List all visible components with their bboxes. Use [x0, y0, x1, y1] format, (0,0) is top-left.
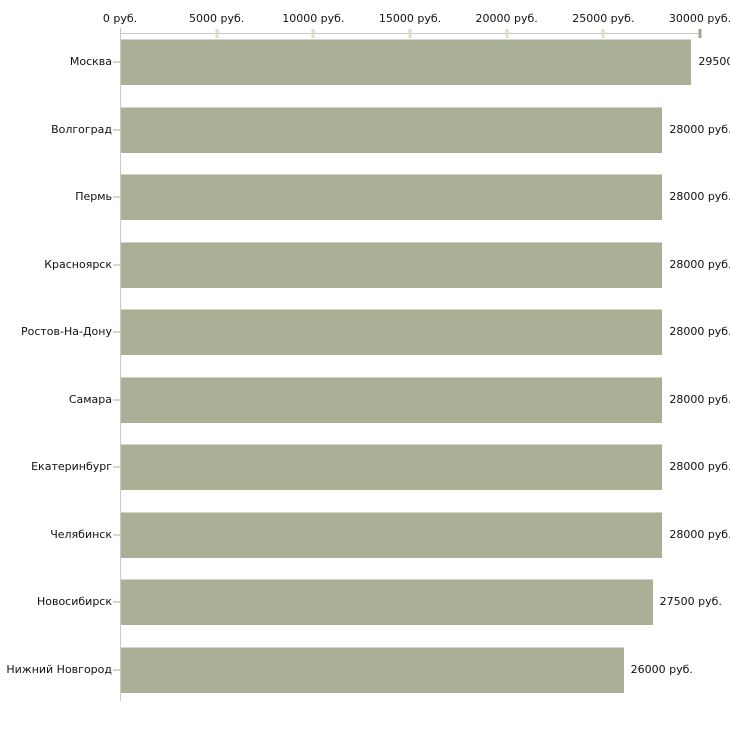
category-tick-mark [113, 601, 120, 603]
value-label: 28000 руб. [669, 392, 730, 406]
value-label: 26000 руб. [630, 662, 693, 676]
value-label: 28000 руб. [669, 460, 730, 473]
x-axis-tick-label: 10000 руб. [282, 12, 345, 25]
bar [121, 106, 663, 153]
category-label: Нижний Новгород [6, 662, 112, 676]
category-label: Самара [68, 392, 112, 406]
value-label: 28000 руб. [669, 325, 730, 338]
value-label: 29500 [698, 55, 730, 68]
chart-row: Новосибирск 27500 руб. [0, 573, 730, 640]
category-label: Волгоград [51, 122, 112, 136]
value-label: 28000 руб. [669, 122, 730, 136]
bar [121, 511, 663, 558]
x-axis-tick-mark [505, 29, 509, 38]
category-tick-mark [113, 196, 120, 198]
value-label: 27500 руб. [659, 595, 722, 608]
value-label: 28000 руб. [669, 190, 730, 203]
category-tick-mark [113, 398, 120, 401]
category-tick-mark [113, 466, 120, 468]
chart-row: Волгоград 28000 руб. [0, 101, 730, 168]
chart-row: Самара 28000 руб. [0, 371, 730, 438]
x-axis-tick-mark [311, 29, 315, 38]
x-axis-tick-label: 5000 руб. [189, 12, 245, 25]
bar [121, 444, 663, 490]
category-label: Пермь [75, 190, 112, 203]
chart-row: Пермь 28000 руб. [0, 168, 730, 235]
bar [121, 309, 663, 355]
category-label: Ростов-На-Дону [20, 325, 112, 338]
bar [121, 241, 663, 288]
bar [121, 646, 624, 693]
category-tick-mark [113, 533, 120, 536]
bar [121, 579, 653, 625]
category-tick-mark [113, 128, 120, 131]
chart-row: Челябинск 28000 руб. [0, 506, 730, 573]
value-label: 28000 руб. [669, 257, 730, 271]
bar [121, 376, 663, 423]
category-tick-mark [113, 61, 120, 63]
chart-row: Красноярск 28000 руб. [0, 236, 730, 303]
category-tick-mark [113, 331, 120, 333]
x-axis-tick-label: 0 руб. [102, 12, 138, 25]
category-tick-mark [113, 263, 120, 266]
category-tick-mark [113, 668, 120, 671]
x-axis-tick-label: 20000 руб. [475, 12, 538, 25]
chart-row: Екатеринбург 28000 руб. [0, 438, 730, 505]
bar [121, 39, 692, 85]
x-axis-tick-mark [698, 29, 702, 38]
x-axis-tick-mark [601, 29, 605, 38]
x-axis-tick-label: 15000 руб. [378, 12, 442, 25]
value-label: 28000 руб. [669, 527, 730, 541]
y-axis-line [120, 28, 121, 701]
x-axis-tick-label: 30000 руб. [668, 12, 730, 25]
chart-row: Москва 29500 [0, 33, 730, 100]
category-label: Челябинск [50, 527, 112, 541]
category-label: Красноярск [44, 257, 112, 271]
x-axis-tick-label: 25000 руб. [572, 12, 635, 25]
category-label: Москва [69, 55, 112, 68]
chart-row: Ростов-На-Дону 28000 руб. [0, 303, 730, 370]
category-label: Новосибирск [36, 595, 112, 608]
x-axis-tick-mark [215, 29, 219, 38]
category-label: Екатеринбург [31, 460, 112, 473]
x-axis-tick-mark [408, 29, 412, 38]
bar [121, 174, 663, 220]
chart-row: Нижний Новгород 26000 руб. [0, 641, 730, 708]
